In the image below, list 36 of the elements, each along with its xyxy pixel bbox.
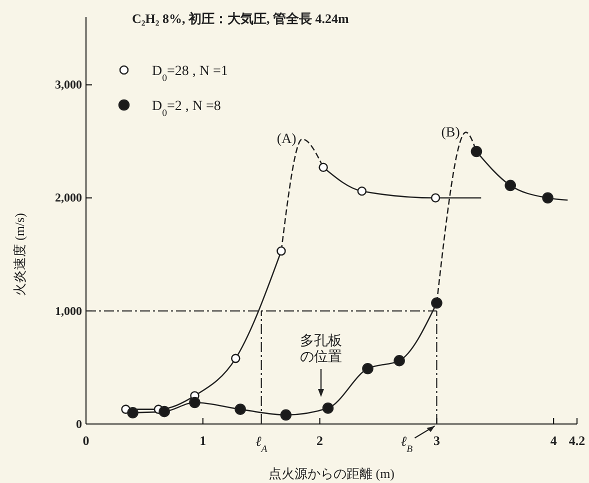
x-tick-label: 1 [200, 433, 206, 448]
point [357, 186, 367, 196]
point [234, 404, 246, 415]
annotation: (B) [441, 125, 460, 140]
point [276, 246, 286, 256]
point [504, 180, 516, 192]
x-tick-label: 4.2 [568, 433, 586, 448]
chart-title: C₂H₂ 8%, 初圧：大気圧, 管全長 4.24m [132, 11, 350, 26]
point [470, 146, 482, 158]
y-tick-label: 0 [76, 416, 82, 431]
point [189, 396, 200, 408]
x-tick-label: 2 [316, 433, 324, 448]
point [127, 407, 138, 418]
y-tick-label: 3,000 [55, 78, 82, 92]
point [362, 362, 374, 374]
point [542, 192, 554, 204]
point [318, 162, 328, 172]
point [280, 409, 292, 421]
ref-line-label: ℓ$_{A}$ [255, 435, 268, 454]
legend-label: D$_{0}$=28 , N =1 [152, 64, 228, 84]
ref-line-label: ℓ$_{B}$ [400, 435, 413, 454]
x-tick-label: 4 [550, 433, 558, 448]
point [394, 355, 405, 366]
y-tick-label: 1,000 [55, 304, 82, 318]
annotation: (A) [276, 132, 297, 148]
legend-label: D$_{0}$=2 , N =8 [152, 99, 221, 118]
y-axis-title: 火炎速度 (m/s) [12, 213, 27, 296]
point [431, 297, 442, 309]
y-tick-label: 2,000 [55, 190, 82, 205]
x-axis-title: 点火源からの距離 (m) [268, 466, 395, 481]
point [430, 193, 440, 203]
point [230, 354, 240, 364]
point [322, 402, 334, 414]
point [158, 406, 170, 418]
x-tick-label: 3 [433, 433, 440, 448]
annotation: 多孔板の位置 [300, 333, 342, 365]
